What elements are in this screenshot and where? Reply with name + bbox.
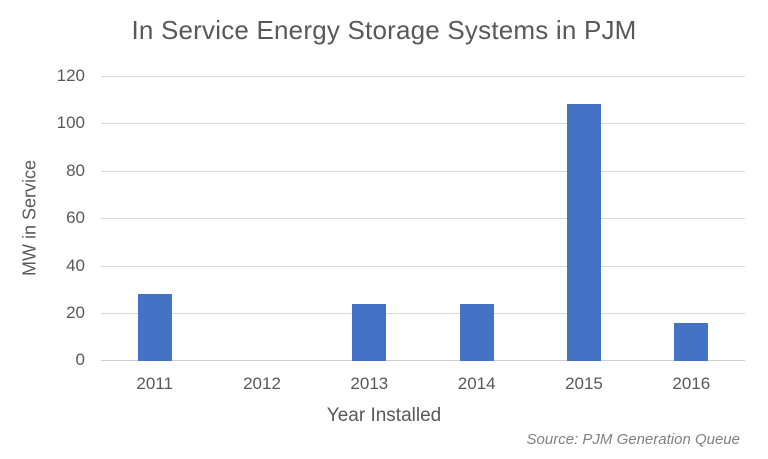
y-tick-label: 20 (66, 303, 85, 322)
bar-2013 (352, 304, 386, 361)
gridline (101, 76, 745, 77)
x-tick-label: 2015 (565, 374, 603, 393)
bar-2015 (567, 104, 601, 361)
x-tick-label: 2016 (672, 374, 711, 393)
gridline (101, 218, 745, 219)
gridline (101, 171, 745, 172)
y-tick-label: 100 (56, 113, 85, 132)
gridline (101, 266, 745, 267)
y-tick-label: 80 (66, 161, 85, 180)
y-tick-label: 40 (66, 256, 85, 275)
x-tick-label: 2014 (457, 374, 496, 393)
gridline (101, 313, 745, 314)
chart-title: In Service Energy Storage Systems in PJM (131, 15, 637, 45)
y-tick-label: 120 (56, 66, 85, 85)
x-axis-line (101, 360, 745, 361)
y-tick-label: 0 (75, 350, 85, 369)
source-note: Source: PJM Generation Queue (526, 431, 740, 448)
bar-2014 (460, 304, 494, 361)
bar-2011 (138, 294, 172, 361)
x-tick-label: 2011 (136, 374, 173, 393)
gridline (101, 123, 745, 124)
x-axis-tick-labels: 2011 2012 2013 2014 2015 2016 (101, 374, 745, 394)
x-tick-label: 2012 (243, 374, 281, 393)
bar-2016 (674, 323, 708, 361)
y-tick-label: 60 (66, 208, 85, 227)
x-axis-title: Year Installed (326, 405, 442, 426)
plot-area (101, 76, 745, 361)
x-tick-label: 2013 (350, 374, 389, 393)
